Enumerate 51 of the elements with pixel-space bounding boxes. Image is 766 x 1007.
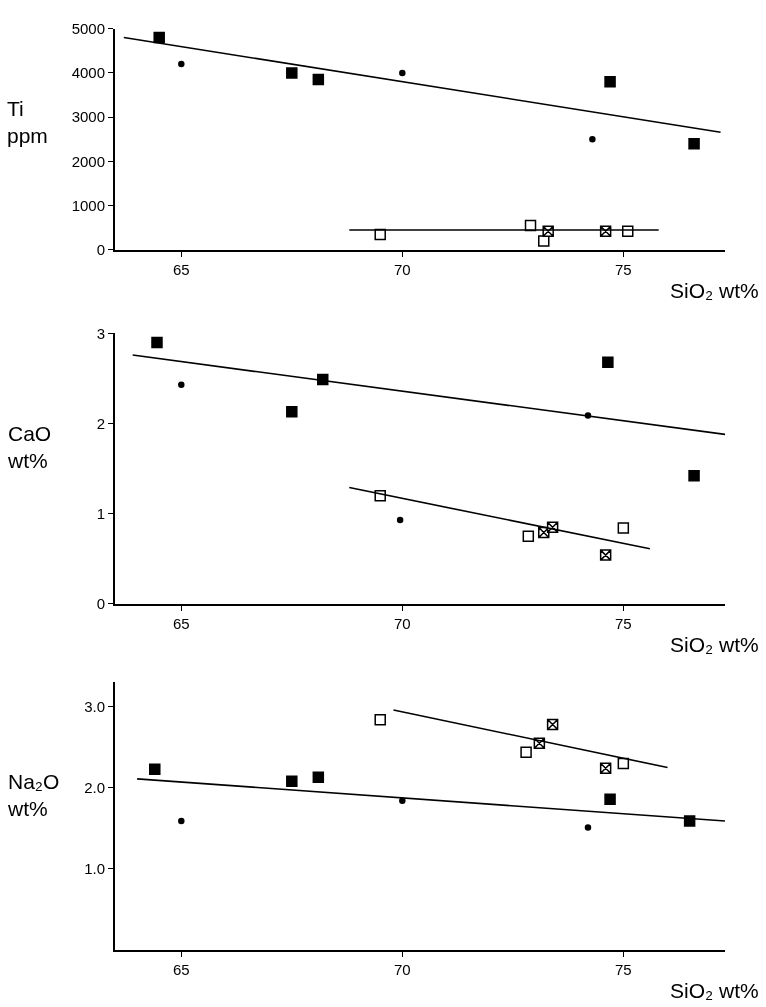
point bbox=[178, 817, 185, 825]
point bbox=[617, 522, 630, 534]
x-tick-label: 70 bbox=[393, 260, 411, 278]
point bbox=[688, 470, 700, 482]
point bbox=[602, 356, 614, 369]
point bbox=[151, 336, 163, 349]
y-tick-label: 1.0 bbox=[84, 860, 105, 878]
x-tick-label: 65 bbox=[172, 614, 190, 632]
x-axis-title: SiO₂ wt% bbox=[670, 279, 759, 302]
x-tick-label: 65 bbox=[172, 960, 190, 978]
y-tick-label: 3000 bbox=[71, 108, 105, 126]
point bbox=[286, 406, 298, 418]
y-axis-title: Ti ppm bbox=[7, 97, 48, 148]
x-tick-label: 65 bbox=[172, 260, 190, 278]
point bbox=[178, 381, 185, 389]
y-tick-label: 2 bbox=[96, 414, 105, 432]
y-tick-label: 0 bbox=[96, 241, 105, 259]
point bbox=[688, 137, 700, 150]
point bbox=[286, 775, 298, 788]
y-tick-label: 1 bbox=[96, 504, 105, 522]
point bbox=[396, 516, 404, 524]
point bbox=[312, 771, 325, 783]
y-axis-title: CaO wt% bbox=[7, 422, 52, 473]
y-tick-label: 4000 bbox=[71, 64, 105, 82]
point bbox=[584, 824, 592, 831]
y-tick-label: 2000 bbox=[71, 152, 105, 170]
point bbox=[604, 76, 616, 88]
x-axis-title: SiO₂ wt% bbox=[670, 979, 759, 1002]
point bbox=[178, 60, 185, 68]
x-axis-title: SiO₂ wt% bbox=[670, 633, 759, 656]
point bbox=[399, 797, 406, 804]
y-tick-label: 3.0 bbox=[84, 698, 105, 715]
x-tick-label: 75 bbox=[614, 260, 632, 278]
y-tick-label: 5000 bbox=[71, 19, 105, 37]
y-tick-label: 1000 bbox=[71, 196, 105, 214]
y-tick-label: 0 bbox=[96, 595, 105, 613]
x-tick-label: 70 bbox=[393, 614, 411, 632]
point bbox=[589, 136, 596, 143]
point bbox=[522, 530, 535, 542]
x-tick-label: 70 bbox=[393, 960, 411, 978]
point bbox=[286, 67, 298, 79]
point bbox=[153, 31, 165, 44]
point bbox=[312, 73, 325, 86]
point bbox=[604, 793, 616, 805]
point bbox=[149, 763, 161, 775]
x-tick-label: 75 bbox=[614, 614, 632, 632]
x-tick-label: 75 bbox=[614, 960, 632, 978]
point bbox=[399, 69, 406, 77]
y-tick-label: 2.0 bbox=[84, 779, 105, 797]
y-tick-label: 3 bbox=[96, 324, 105, 342]
y-axis-title: Na₂O wt% bbox=[7, 770, 60, 821]
